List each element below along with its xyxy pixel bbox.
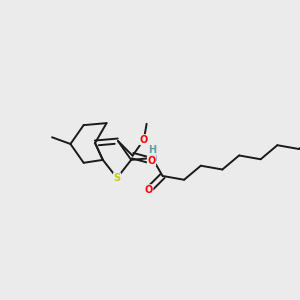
- Text: S: S: [113, 173, 121, 183]
- Text: O: O: [147, 156, 156, 166]
- Text: N: N: [148, 153, 156, 163]
- Text: H: H: [148, 145, 156, 155]
- Text: O: O: [140, 135, 148, 145]
- Text: O: O: [145, 185, 153, 195]
